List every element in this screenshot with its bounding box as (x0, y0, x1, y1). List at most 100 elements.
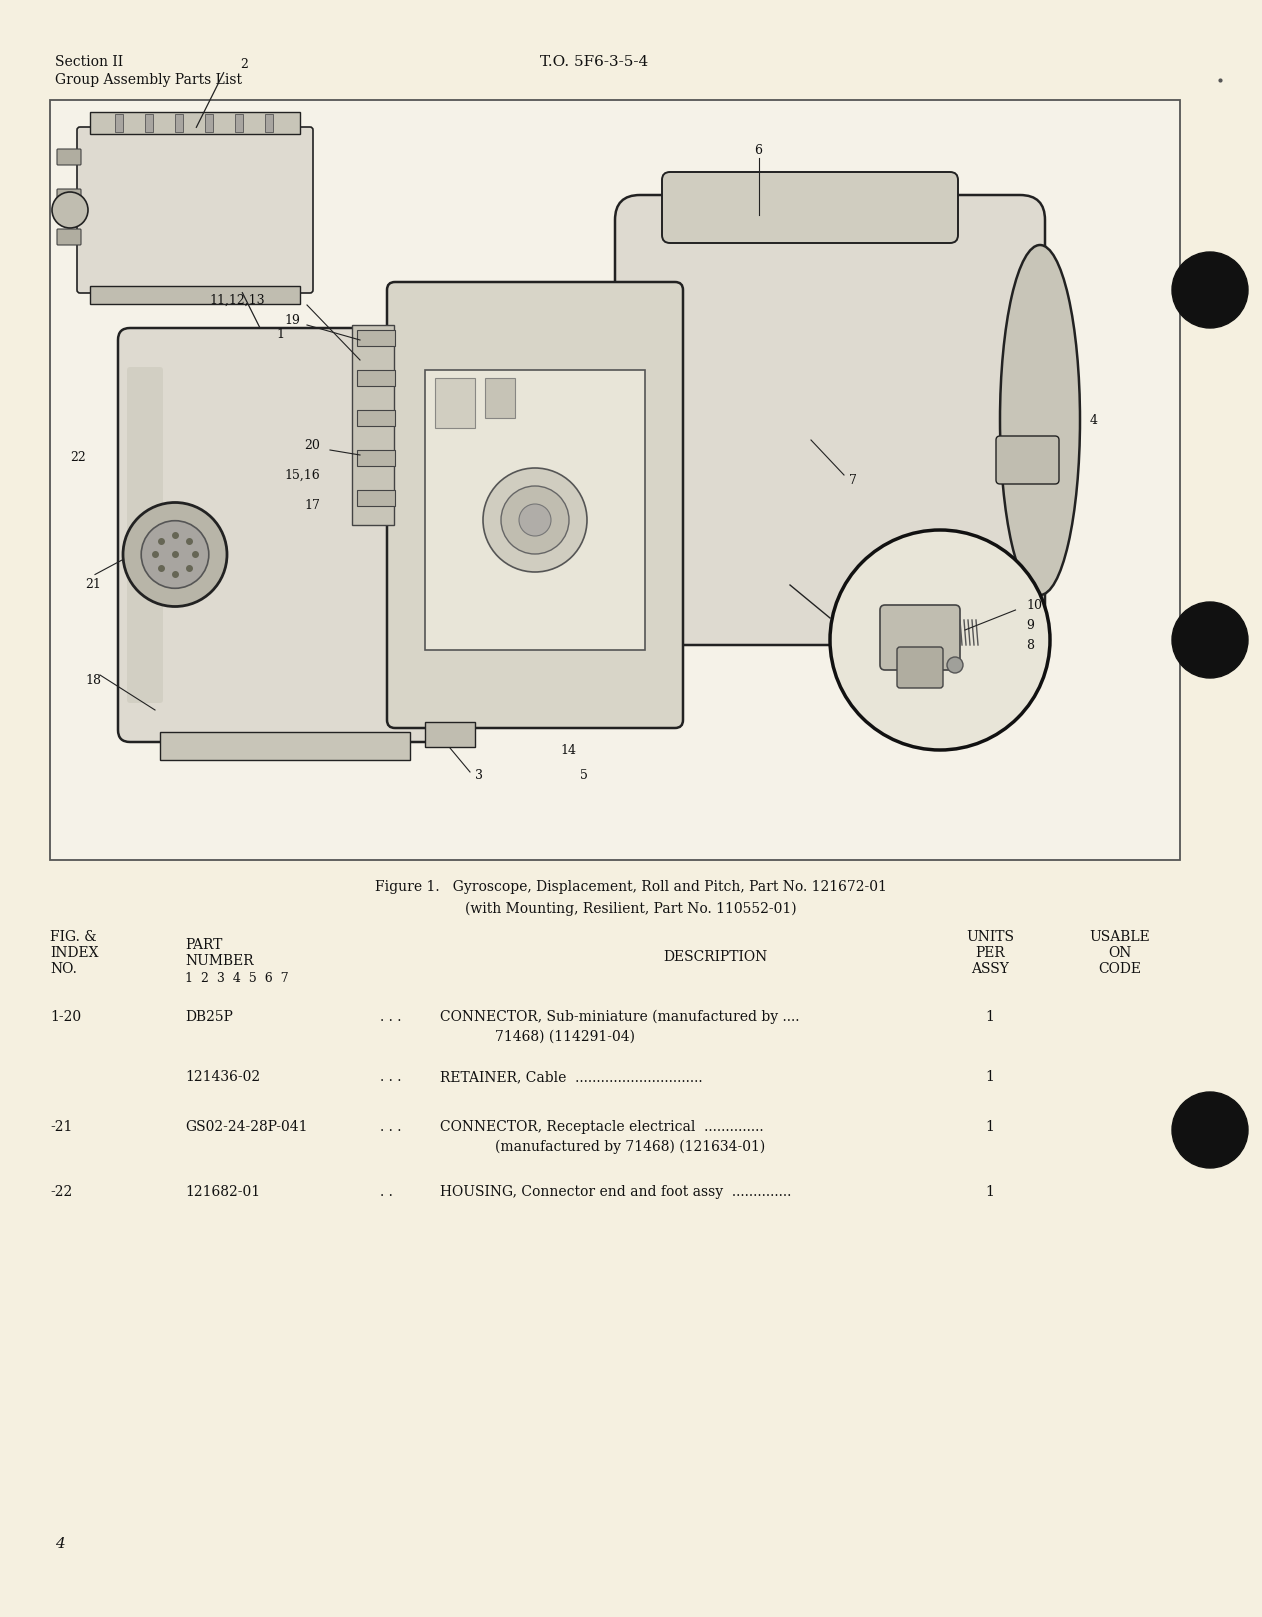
Circle shape (946, 657, 963, 673)
Circle shape (122, 503, 227, 606)
Circle shape (141, 521, 208, 589)
Bar (425, 370, 645, 650)
FancyBboxPatch shape (57, 230, 81, 246)
Bar (175, 115, 183, 133)
Text: NUMBER: NUMBER (186, 954, 254, 969)
FancyBboxPatch shape (897, 647, 943, 687)
Text: (manufactured by 71468) (121634-01): (manufactured by 71468) (121634-01) (495, 1140, 765, 1155)
Text: 1: 1 (986, 1121, 994, 1134)
Circle shape (1172, 602, 1248, 678)
Text: . . .: . . . (380, 1011, 401, 1024)
Bar (90, 286, 300, 304)
Bar (265, 115, 273, 133)
Text: 121436-02: 121436-02 (186, 1070, 260, 1083)
FancyBboxPatch shape (663, 171, 958, 243)
Text: 19: 19 (284, 314, 300, 327)
Ellipse shape (1000, 246, 1080, 595)
Text: ON: ON (1108, 946, 1132, 960)
Text: 7: 7 (849, 474, 857, 487)
Bar (160, 733, 410, 760)
Circle shape (483, 467, 587, 572)
Text: 1  2  3  4  5  6  7: 1 2 3 4 5 6 7 (186, 972, 289, 985)
Text: 18: 18 (85, 674, 101, 687)
Text: 8: 8 (1026, 639, 1034, 652)
Text: 1: 1 (986, 1185, 994, 1198)
FancyBboxPatch shape (615, 196, 1045, 645)
Text: GS02-24-28P-041: GS02-24-28P-041 (186, 1121, 308, 1134)
Text: 21: 21 (85, 577, 101, 590)
Text: 14: 14 (560, 744, 575, 757)
Text: T.O. 5F6-3-5-4: T.O. 5F6-3-5-4 (540, 55, 649, 70)
Bar (235, 115, 244, 133)
Text: 15,16: 15,16 (284, 469, 321, 482)
Bar (435, 378, 475, 429)
Text: INDEX: INDEX (50, 946, 98, 960)
Text: 4: 4 (1090, 414, 1098, 427)
Text: Section II: Section II (56, 55, 124, 70)
Text: 4: 4 (56, 1538, 64, 1551)
Bar (425, 723, 475, 747)
Bar (357, 330, 395, 346)
Text: 71468) (114291-04): 71468) (114291-04) (495, 1030, 635, 1045)
Text: 1: 1 (276, 328, 284, 341)
Text: NO.: NO. (50, 962, 77, 977)
Text: UNITS: UNITS (965, 930, 1013, 944)
Circle shape (52, 192, 88, 228)
Text: PART: PART (186, 938, 222, 952)
Text: 3: 3 (475, 768, 483, 781)
Text: FIG. &: FIG. & (50, 930, 97, 944)
Text: . . .: . . . (380, 1070, 401, 1083)
FancyBboxPatch shape (77, 128, 313, 293)
Circle shape (830, 530, 1050, 750)
FancyBboxPatch shape (57, 149, 81, 165)
FancyBboxPatch shape (127, 367, 163, 703)
Text: 5: 5 (581, 768, 588, 781)
Text: Figure 1.   Gyroscope, Displacement, Roll and Pitch, Part No. 121672-01: Figure 1. Gyroscope, Displacement, Roll … (375, 880, 887, 894)
Bar (352, 325, 394, 526)
Bar (115, 115, 122, 133)
FancyBboxPatch shape (119, 328, 452, 742)
Text: CODE: CODE (1098, 962, 1142, 977)
Text: Group Assembly Parts List: Group Assembly Parts List (56, 73, 242, 87)
Bar (90, 112, 300, 134)
FancyBboxPatch shape (996, 437, 1059, 483)
Text: PER: PER (976, 946, 1005, 960)
Text: ASSY: ASSY (970, 962, 1008, 977)
Text: . . .: . . . (380, 1121, 401, 1134)
Text: 17: 17 (304, 498, 321, 511)
Bar (50, 100, 1180, 860)
Text: HOUSING, Connector end and foot assy  ..............: HOUSING, Connector end and foot assy ...… (440, 1185, 791, 1198)
FancyBboxPatch shape (57, 189, 81, 205)
Text: 2: 2 (240, 58, 247, 71)
Bar (357, 450, 395, 466)
Circle shape (501, 487, 569, 555)
Text: 20: 20 (304, 438, 321, 451)
Bar (145, 115, 153, 133)
Text: -22: -22 (50, 1185, 72, 1198)
Text: 10: 10 (1026, 598, 1042, 611)
Bar (485, 378, 515, 419)
Text: -21: -21 (50, 1121, 72, 1134)
Text: (with Mounting, Resilient, Part No. 110552-01): (with Mounting, Resilient, Part No. 1105… (466, 902, 796, 917)
Text: RETAINER, Cable  ..............................: RETAINER, Cable ........................… (440, 1070, 703, 1083)
Bar (357, 370, 395, 386)
Bar (357, 490, 395, 506)
Text: 121682-01: 121682-01 (186, 1185, 260, 1198)
Bar (204, 115, 213, 133)
Text: . .: . . (380, 1185, 392, 1198)
Text: CONNECTOR, Receptacle electrical  ..............: CONNECTOR, Receptacle electrical .......… (440, 1121, 764, 1134)
Text: DB25P: DB25P (186, 1011, 233, 1024)
Text: 11,12,13: 11,12,13 (209, 294, 265, 307)
Text: DESCRIPTION: DESCRIPTION (663, 951, 767, 964)
Circle shape (1172, 252, 1248, 328)
FancyBboxPatch shape (880, 605, 960, 669)
Text: 6: 6 (753, 144, 762, 157)
Text: 22: 22 (69, 451, 86, 464)
Text: 9: 9 (1026, 618, 1034, 632)
Circle shape (519, 505, 551, 535)
Text: USABLE: USABLE (1089, 930, 1151, 944)
Text: 1: 1 (986, 1070, 994, 1083)
Text: 1-20: 1-20 (50, 1011, 81, 1024)
Bar (357, 411, 395, 425)
Circle shape (1172, 1091, 1248, 1167)
